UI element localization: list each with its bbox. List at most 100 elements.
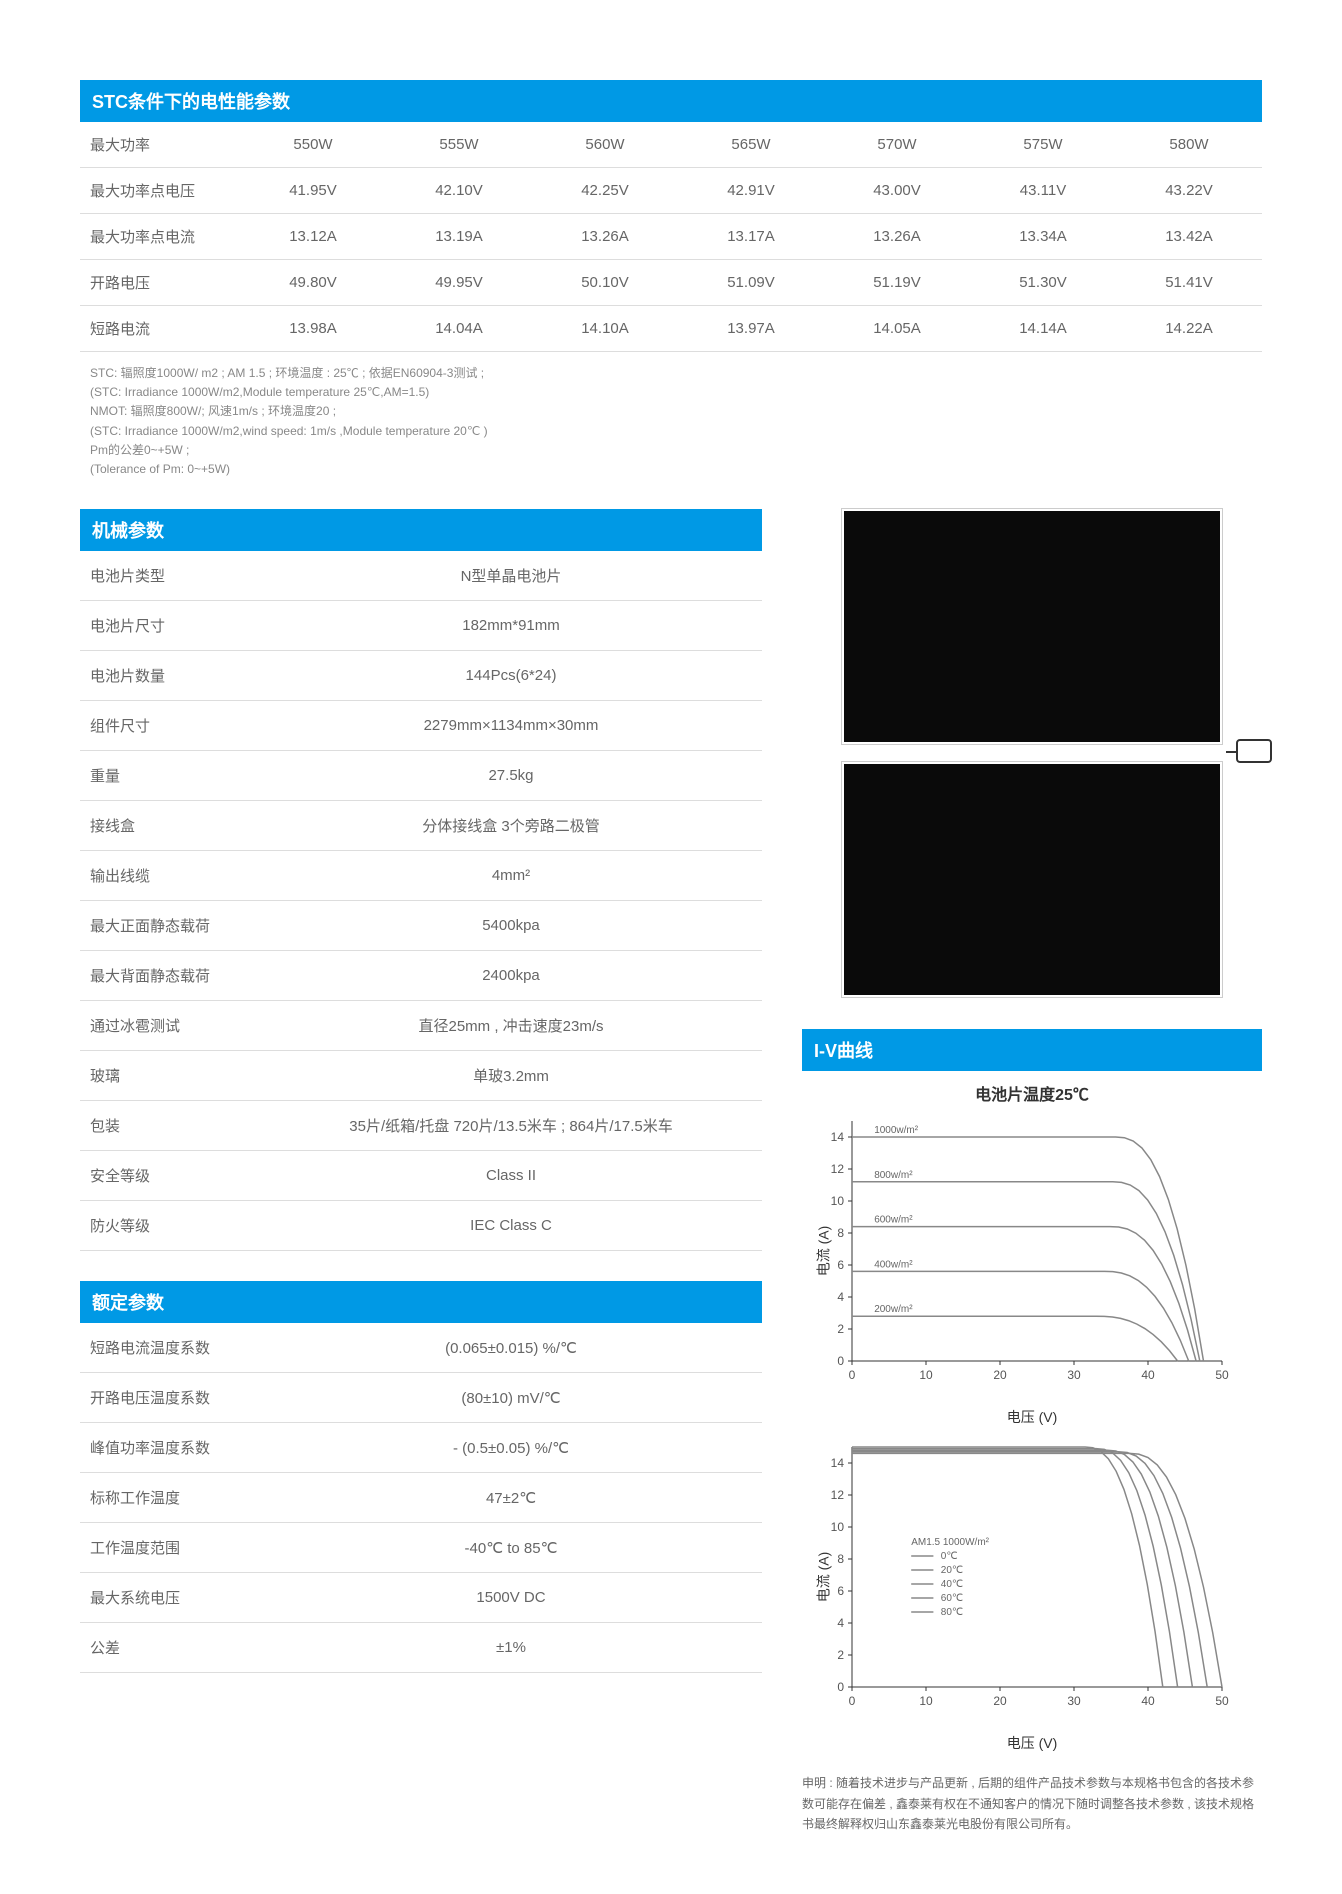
stc-cell: 13.34A [970, 214, 1116, 260]
stc-row-label: 最大功率点电流 [80, 214, 240, 260]
kv-value: 单玻3.2mm [260, 1051, 762, 1101]
stc-row-label: 开路电压 [80, 260, 240, 306]
kv-value: 35片/纸箱/托盘 720片/13.5米车 ; 864片/17.5米车 [260, 1101, 762, 1151]
mech-table: 电池片类型N型单晶电池片电池片尺寸182mm*91mm电池片数量144Pcs(6… [80, 551, 762, 1251]
kv-value: 2279mm×1134mm×30mm [260, 701, 762, 751]
kv-label: 通过冰雹测试 [80, 1001, 260, 1051]
svg-text:40℃: 40℃ [941, 1579, 963, 1590]
svg-text:1000w/m²: 1000w/m² [874, 1125, 919, 1136]
kv-value: ±1% [260, 1623, 762, 1673]
kv-value: (0.065±0.015) %/℃ [260, 1323, 762, 1373]
stc-cell: 43.11V [970, 168, 1116, 214]
kv-label: 最大背面静态载荷 [80, 951, 260, 1001]
stc-cell: 13.17A [678, 214, 824, 260]
kv-label: 开路电压温度系数 [80, 1373, 260, 1423]
stc-notes: STC: 辐照度1000W/ m2 ; AM 1.5 ; 环境温度 : 25℃ … [90, 364, 1262, 479]
kv-value: 1500V DC [260, 1573, 762, 1623]
iv-header: I-V曲线 [802, 1029, 1262, 1071]
stc-cell: 565W [678, 122, 824, 168]
stc-row-label: 短路电流 [80, 306, 240, 352]
stc-cell: 42.25V [532, 168, 678, 214]
svg-text:30: 30 [1067, 1368, 1081, 1382]
svg-text:8: 8 [837, 1552, 844, 1566]
kv-label: 输出线缆 [80, 851, 260, 901]
stc-cell: 43.00V [824, 168, 970, 214]
stc-cell: 14.05A [824, 306, 970, 352]
stc-row-label: 最大功率 [80, 122, 240, 168]
kv-value: 5400kpa [260, 901, 762, 951]
stc-cell: 13.12A [240, 214, 386, 260]
svg-text:0: 0 [837, 1354, 844, 1368]
kv-label: 电池片数量 [80, 651, 260, 701]
svg-text:40: 40 [1141, 1694, 1155, 1708]
svg-text:20: 20 [993, 1694, 1007, 1708]
kv-value: IEC Class C [260, 1201, 762, 1251]
stc-cell: 555W [386, 122, 532, 168]
kv-label: 重量 [80, 751, 260, 801]
mech-header: 机械参数 [80, 509, 762, 551]
stc-cell: 13.26A [824, 214, 970, 260]
stc-cell: 49.80V [240, 260, 386, 306]
svg-text:2: 2 [837, 1648, 844, 1662]
kv-label: 公差 [80, 1623, 260, 1673]
kv-label: 电池片尺寸 [80, 601, 260, 651]
iv-chart-2: 电流 (A) 0102030405002468101214AM1.5 1000W… [802, 1437, 1232, 1717]
stc-cell: 13.19A [386, 214, 532, 260]
stc-cell: 580W [1116, 122, 1262, 168]
chart1-title: 电池片温度25℃ [802, 1081, 1262, 1105]
kv-label: 峰值功率温度系数 [80, 1423, 260, 1473]
kv-value: 2400kpa [260, 951, 762, 1001]
stc-cell: 13.26A [532, 214, 678, 260]
svg-text:40: 40 [1141, 1368, 1155, 1382]
stc-cell: 14.14A [970, 306, 1116, 352]
svg-text:20: 20 [993, 1368, 1007, 1382]
stc-cell: 51.19V [824, 260, 970, 306]
stc-cell: 42.10V [386, 168, 532, 214]
svg-text:AM1.5 1000W/m²: AM1.5 1000W/m² [911, 1537, 989, 1548]
stc-cell: 14.04A [386, 306, 532, 352]
svg-text:14: 14 [831, 1456, 845, 1470]
rated-header: 额定参数 [80, 1281, 762, 1323]
disclaimer-text: 申明 : 随着技术进步与产品更新 , 后期的组件产品技术参数与本规格书包含的各技… [802, 1773, 1262, 1834]
kv-label: 标称工作温度 [80, 1473, 260, 1523]
chart2-xlabel: 电压 (V) [802, 1733, 1262, 1753]
kv-value: 直径25mm , 冲击速度23m/s [260, 1001, 762, 1051]
kv-label: 最大系统电压 [80, 1573, 260, 1623]
svg-text:6: 6 [837, 1584, 844, 1598]
stc-cell: 42.91V [678, 168, 824, 214]
svg-text:0: 0 [849, 1368, 856, 1382]
svg-text:60℃: 60℃ [941, 1593, 963, 1604]
kv-label: 安全等级 [80, 1151, 260, 1201]
stc-cell: 13.98A [240, 306, 386, 352]
svg-text:0: 0 [837, 1680, 844, 1694]
svg-text:4: 4 [837, 1616, 844, 1630]
svg-text:200w/m²: 200w/m² [874, 1304, 913, 1315]
svg-text:12: 12 [831, 1162, 845, 1176]
stc-cell: 560W [532, 122, 678, 168]
svg-text:10: 10 [831, 1520, 845, 1534]
kv-value: 47±2℃ [260, 1473, 762, 1523]
chart2-ylabel: 电流 (A) [813, 1552, 833, 1603]
kv-label: 组件尺寸 [80, 701, 260, 751]
chart1-ylabel: 电流 (A) [813, 1226, 833, 1277]
iv-chart-1: 电流 (A) 01020304050024681012141000w/m²800… [802, 1111, 1232, 1391]
stc-header: STC条件下的电性能参数 [80, 80, 1262, 122]
stc-cell: 13.42A [1116, 214, 1262, 260]
kv-value: -40℃ to 85℃ [260, 1523, 762, 1573]
kv-value: 分体接线盒 3个旁路二极管 [260, 801, 762, 851]
stc-cell: 51.09V [678, 260, 824, 306]
stc-cell: 51.30V [970, 260, 1116, 306]
svg-text:50: 50 [1215, 1368, 1229, 1382]
stc-cell: 570W [824, 122, 970, 168]
kv-label: 工作温度范围 [80, 1523, 260, 1573]
kv-label: 短路电流温度系数 [80, 1323, 260, 1373]
svg-text:600w/m²: 600w/m² [874, 1215, 913, 1226]
stc-cell: 41.95V [240, 168, 386, 214]
stc-cell: 550W [240, 122, 386, 168]
chart1-xlabel: 电压 (V) [802, 1407, 1262, 1427]
svg-text:4: 4 [837, 1290, 844, 1304]
kv-value: 182mm*91mm [260, 601, 762, 651]
jbox-icon [1236, 739, 1272, 763]
svg-text:30: 30 [1067, 1694, 1081, 1708]
stc-table: 最大功率550W555W560W565W570W575W580W最大功率点电压4… [80, 122, 1262, 352]
